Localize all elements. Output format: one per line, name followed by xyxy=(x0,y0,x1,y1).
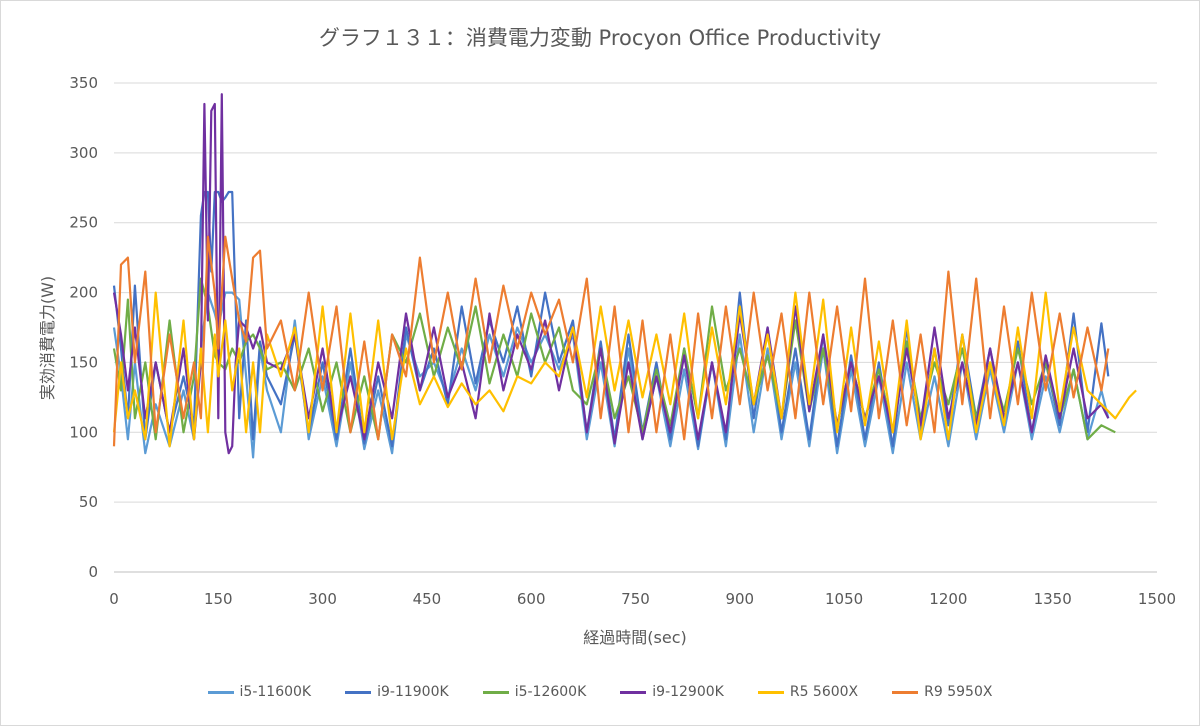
x-tick-label: 1200 xyxy=(929,590,967,608)
x-tick-label: 0 xyxy=(109,590,119,608)
x-tick-label: 450 xyxy=(413,590,442,608)
legend-item: R5 5600X xyxy=(757,684,859,700)
series-line-r9-5950x xyxy=(112,235,1110,447)
x-tick-label: 750 xyxy=(621,590,650,608)
series-lines xyxy=(112,93,1137,459)
x-axis-label: 経過時間(sec) xyxy=(583,628,687,647)
x-tick-labels: 0 150 300 450 600 750 900 1050 1200 1350 1500 xyxy=(109,590,1176,608)
grid-lines xyxy=(114,82,1157,573)
legend-item: i5-11600K xyxy=(207,684,312,700)
x-tick-label: 150 xyxy=(204,590,233,608)
legend-swatch xyxy=(207,690,234,694)
y-tick-label: 0 xyxy=(88,563,98,581)
x-tick-label: 600 xyxy=(517,590,546,608)
legend-label: i5-12600K xyxy=(514,684,587,700)
series-line-i9-11900k xyxy=(112,190,1110,448)
legend: i5-11600K i9-11900K i5-12600K i9-12900K R5 5… xyxy=(0,684,1200,700)
legend-label: i5-11600K xyxy=(239,684,312,700)
y-tick-label: 150 xyxy=(69,353,98,371)
chart-title: グラフ１３１：消費電力変動 Procyon Office Productivit… xyxy=(318,26,882,50)
y-axis-label: 実効消費電力(W) xyxy=(38,275,57,401)
x-tick-label: 900 xyxy=(725,590,754,608)
y-tick-label: 50 xyxy=(79,493,98,511)
legend-swatch xyxy=(757,690,784,694)
y-tick-label: 200 xyxy=(69,284,98,302)
y-tick-label: 100 xyxy=(69,423,98,441)
y-tick-label: 350 xyxy=(69,74,98,92)
y-tick-label: 300 xyxy=(69,144,98,162)
x-tick-label: 1350 xyxy=(1034,590,1072,608)
legend-label: R5 5600X xyxy=(789,684,859,700)
legend-item: R9 5950X xyxy=(892,684,992,700)
x-tick-label: 1500 xyxy=(1138,590,1176,608)
legend-item: i5-12600K xyxy=(482,684,587,700)
x-tick-label: 300 xyxy=(308,590,337,608)
legend-swatch xyxy=(892,690,919,694)
series-line-r5-5600x xyxy=(112,291,1137,448)
legend-item: i9-12900K xyxy=(620,684,724,700)
legend-swatch xyxy=(482,690,509,694)
legend-swatch xyxy=(345,690,372,694)
y-tick-label: 250 xyxy=(69,214,98,232)
legend-label: i9-11900K xyxy=(377,684,449,700)
legend-swatch xyxy=(620,690,647,694)
y-tick-labels: 0 50 100 150 200 250 300 350 xyxy=(69,74,98,581)
legend-label: R9 5950X xyxy=(924,684,993,700)
legend-label: i9-12900K xyxy=(652,684,724,700)
x-tick-label: 1050 xyxy=(825,590,863,608)
legend-item: i9-11900K xyxy=(345,684,449,700)
